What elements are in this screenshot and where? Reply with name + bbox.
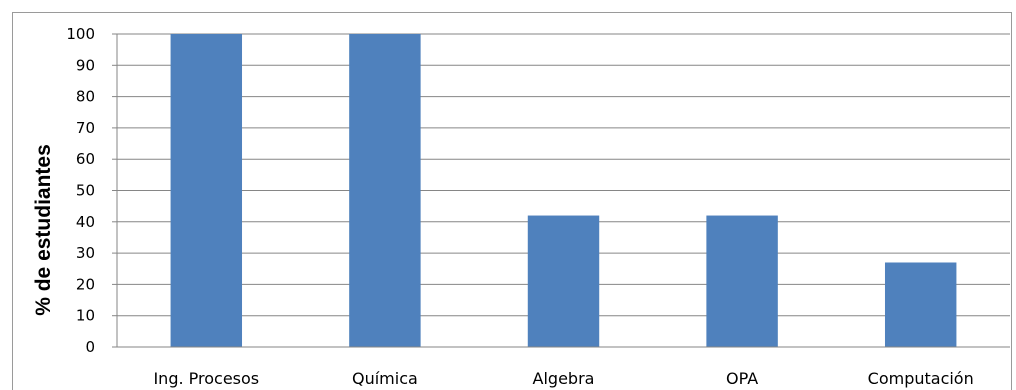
x-category-label: OPA bbox=[726, 369, 758, 388]
bars bbox=[170, 34, 957, 347]
x-axis-labels: Ing. Procesos Química Algebra OPA Computació… bbox=[153, 369, 973, 388]
y-axis-title: % de estudiantes bbox=[32, 144, 55, 316]
x-category-label: Computación bbox=[868, 369, 974, 388]
y-tick-label: 0 bbox=[85, 338, 95, 356]
y-tick-label: 70 bbox=[76, 119, 95, 137]
bar-1 bbox=[349, 34, 421, 347]
y-tick-label: 100 bbox=[66, 25, 95, 43]
bar-3 bbox=[706, 215, 778, 347]
y-tick-label: 20 bbox=[76, 275, 95, 293]
y-tick-label: 60 bbox=[76, 150, 95, 168]
x-category-label: Ing. Procesos bbox=[153, 369, 259, 388]
bar-2 bbox=[527, 215, 600, 347]
y-tick-label: 10 bbox=[76, 307, 95, 325]
bar-4 bbox=[884, 262, 957, 347]
y-tick-label: 40 bbox=[76, 213, 95, 231]
x-category-label: Química bbox=[352, 369, 418, 388]
y-axis-ticks: 0 10 20 30 40 50 60 70 80 90 100 bbox=[66, 25, 117, 356]
y-tick-label: 80 bbox=[76, 88, 95, 106]
bar-0 bbox=[170, 34, 243, 347]
y-tick-label: 50 bbox=[76, 182, 95, 200]
y-tick-label: 30 bbox=[76, 244, 95, 262]
x-category-label: Algebra bbox=[533, 369, 595, 388]
y-tick-label: 90 bbox=[76, 56, 95, 74]
